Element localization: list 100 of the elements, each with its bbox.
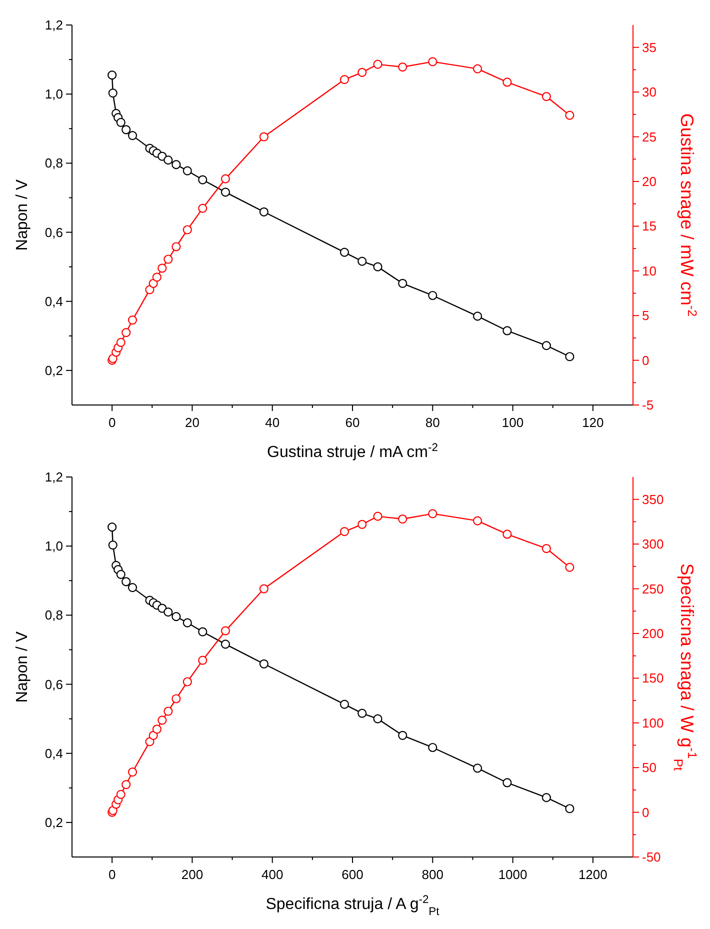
point — [148, 730, 158, 740]
point — [148, 278, 158, 288]
x-tick-label: 80 — [425, 415, 440, 430]
point — [220, 174, 230, 184]
point — [158, 264, 167, 273]
point — [565, 804, 574, 814]
y2-tick-label: 0 — [642, 804, 650, 820]
point — [152, 272, 162, 282]
point — [340, 526, 350, 536]
y2-tick-label: 10 — [642, 263, 656, 278]
y2-tick-label: 100 — [642, 715, 664, 730]
point — [164, 706, 173, 716]
point — [565, 110, 574, 120]
y2-tick-label: 50 — [642, 760, 656, 776]
point — [172, 242, 181, 252]
x-tick-label: 1200 — [578, 867, 608, 882]
x-tick-label: 400 — [262, 867, 284, 882]
point — [164, 156, 173, 165]
x-tick-label: 100 — [502, 415, 524, 430]
point — [128, 130, 138, 140]
x-tick-label: 600 — [342, 867, 364, 882]
point — [108, 540, 118, 550]
point — [128, 768, 138, 777]
y-tick-label: 0,2 — [44, 815, 63, 830]
point — [502, 778, 512, 788]
point — [108, 70, 117, 80]
y2-tick-label: 200 — [642, 626, 664, 642]
point — [502, 78, 512, 87]
point — [428, 290, 438, 300]
x-tick-label: 800 — [422, 867, 444, 882]
y2-tick-label: 30 — [642, 84, 656, 100]
y-tick-label: 1,0 — [44, 538, 63, 554]
point — [340, 248, 350, 257]
point — [358, 256, 367, 266]
point — [116, 570, 126, 579]
y-tick-label: 0,6 — [44, 676, 63, 692]
y-tick-label: 0,4 — [44, 746, 63, 761]
y-tick-label: 0,2 — [44, 363, 63, 378]
x-tick-label: 200 — [181, 867, 204, 882]
point — [373, 714, 382, 724]
point — [565, 562, 574, 572]
point — [152, 724, 162, 734]
y-tick-label: 1,0 — [44, 86, 63, 102]
point — [373, 60, 382, 69]
point — [128, 582, 138, 592]
point — [116, 338, 126, 347]
point — [172, 160, 181, 170]
y-tick-label: 0,6 — [44, 224, 63, 240]
point — [472, 764, 482, 773]
y-tick-label: 1,2 — [44, 18, 63, 33]
point — [122, 328, 131, 338]
y2-tick-label: 20 — [642, 174, 656, 190]
x-tick-label: 0 — [108, 415, 116, 430]
point — [398, 62, 408, 72]
x-tick-label: 0 — [108, 867, 116, 882]
point — [259, 584, 268, 594]
x-tick-label: 1000 — [498, 867, 528, 882]
point — [472, 64, 482, 74]
point — [542, 793, 551, 802]
y2-tick-label: 150 — [642, 670, 664, 686]
point — [472, 312, 482, 321]
point — [122, 125, 131, 134]
y2-tick-label: 300 — [642, 536, 664, 552]
y2-tick-label: -5 — [642, 398, 654, 413]
y2-tick-label: 5 — [642, 308, 650, 324]
point — [259, 207, 268, 216]
y-axis-title: Napon / V — [14, 179, 31, 251]
point — [172, 694, 181, 704]
point — [542, 341, 551, 350]
y-tick-label: 0,8 — [44, 156, 63, 171]
point — [502, 530, 512, 539]
y2-tick-label: 25 — [642, 129, 656, 144]
point — [358, 68, 367, 77]
point — [220, 640, 230, 649]
point — [198, 204, 208, 213]
point — [182, 677, 192, 686]
point — [373, 262, 382, 272]
y2-tick-label: -50 — [642, 850, 661, 865]
y2-tick-label: 35 — [642, 40, 656, 55]
y-axis-title: Napon / V — [14, 631, 31, 703]
point — [164, 608, 173, 617]
point — [259, 132, 268, 142]
point — [198, 656, 208, 665]
y2-tick-label: 350 — [642, 492, 664, 507]
point — [358, 520, 367, 529]
y-tick-label: 0,4 — [44, 294, 63, 309]
x-tick-label: 60 — [345, 415, 360, 430]
point — [220, 626, 230, 636]
x-tick-label: 120 — [582, 415, 604, 430]
point — [565, 352, 574, 362]
point — [158, 716, 167, 725]
y2-tick-label: 0 — [642, 352, 650, 368]
point — [340, 700, 350, 709]
point — [259, 659, 268, 668]
y2-tick-label: 15 — [642, 218, 656, 234]
point — [398, 514, 408, 524]
point — [198, 175, 208, 184]
point — [428, 742, 438, 752]
point — [116, 790, 126, 799]
point — [108, 522, 117, 532]
